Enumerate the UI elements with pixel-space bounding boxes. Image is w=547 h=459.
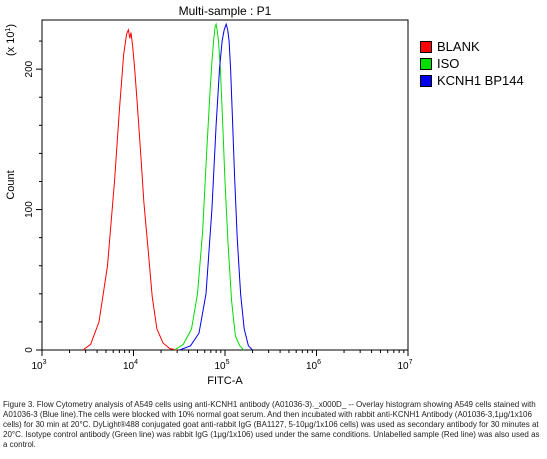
legend-label-kcnh1: KCNH1 BP144: [437, 73, 524, 88]
x-axis: 103 104 105 106 107: [31, 350, 413, 372]
y-tick-label: 100: [24, 201, 35, 218]
flow-cytometry-histogram: Multi-sample : P1 FITC-A Count (x 101) 0…: [5, 4, 413, 387]
x-tick-label: 105: [214, 359, 229, 372]
x-tick-label: 104: [123, 359, 138, 372]
series-lines: [82, 22, 253, 351]
y-tick-label: 200: [24, 60, 35, 77]
x-tick-label: 107: [397, 359, 412, 372]
x-tick-label: 103: [31, 359, 46, 372]
legend-label-iso: ISO: [437, 56, 460, 71]
legend-swatch-iso: [420, 57, 432, 70]
legend-item-iso: ISO: [420, 55, 524, 72]
y-axis: 0 100 200: [24, 40, 42, 353]
y-tick-label: 0: [24, 347, 35, 353]
x-axis-label: FITC-A: [207, 375, 243, 387]
series-line-kcnh1-bp144: [179, 22, 253, 351]
chart-title: Multi-sample : P1: [179, 4, 272, 18]
figure-caption: Figure 3. Flow Cytometry analysis of A54…: [3, 400, 540, 449]
legend-swatch-kcnh1: [420, 74, 432, 87]
series-line-blank: [82, 28, 178, 351]
legend: BLANK ISO KCNH1 BP144: [420, 38, 524, 89]
x-tick-label: 106: [306, 359, 321, 372]
series-line-iso: [174, 22, 245, 351]
legend-item-kcnh1: KCNH1 BP144: [420, 72, 524, 89]
legend-label-blank: BLANK: [437, 39, 480, 54]
legend-item-blank: BLANK: [420, 38, 524, 55]
y-multiplier-label: (x 101): [5, 24, 17, 56]
y-axis-label: Count: [5, 170, 17, 199]
legend-swatch-blank: [420, 40, 432, 53]
